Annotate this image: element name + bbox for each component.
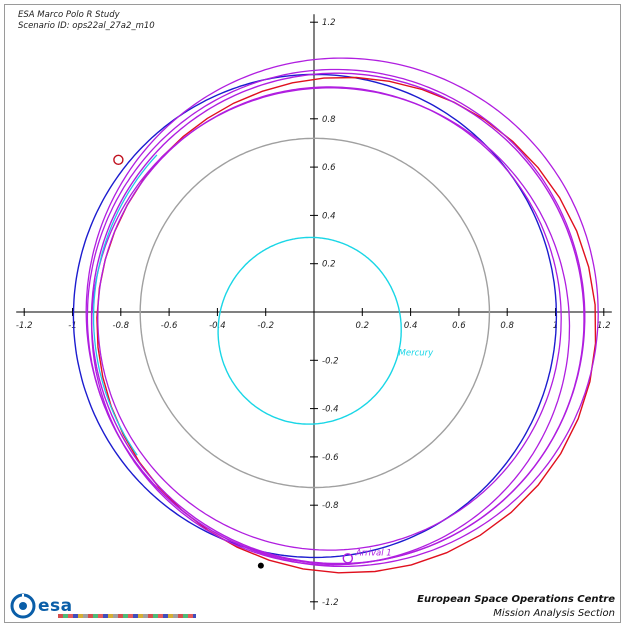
y-tick-label: 0.8 — [322, 115, 336, 125]
footer-organization: European Space Operations Centre — [417, 594, 615, 605]
spacecraft-trajectory-loop — [97, 86, 562, 551]
y-tick-label: -0.2 — [322, 356, 339, 366]
mercury-label: Mercury — [399, 348, 435, 358]
esa-logo: esa — [10, 593, 73, 619]
x-tick-label: -0.4 — [209, 321, 226, 331]
axes: -1.2 -1 -0.8 -0.6 -0.4 -0.2 0.2 0.4 0.6 0.8 1 1.21.… — [16, 14, 612, 610]
x-tick-label: 1.2 — [597, 321, 611, 331]
y-tick-label: -0.6 — [322, 453, 339, 463]
y-tick-label: 0.6 — [322, 163, 336, 173]
orbits: Mercury — [72, 57, 599, 574]
asteroid-orbit — [96, 76, 597, 574]
x-tick-label: 0.4 — [404, 321, 418, 331]
y-tick-label: 0.4 — [322, 211, 336, 221]
x-tick-label: -1 — [68, 321, 76, 331]
x-tick-label: -0.6 — [161, 321, 178, 331]
spacecraft-trajectory-loop — [85, 57, 599, 568]
plot-frame — [4, 4, 621, 623]
esa-logo-icon — [10, 593, 36, 619]
earth-position-marker — [257, 562, 264, 569]
arrival-marker-label: Arrival 1 — [355, 548, 392, 558]
x-tick-label: 0.2 — [356, 321, 370, 331]
x-tick-label: 0.8 — [500, 321, 514, 331]
esa-logo-text: esa — [38, 596, 73, 616]
y-tick-label: -1.2 — [322, 598, 339, 608]
footer-department: Mission Analysis Section — [493, 608, 615, 619]
x-tick-label: -1.2 — [16, 321, 33, 331]
member-flags-strip — [58, 614, 196, 618]
x-tick-label: -0.8 — [113, 321, 130, 331]
y-tick-label: 1.2 — [322, 18, 336, 28]
venus-orbit — [139, 137, 491, 489]
x-tick-label: -0.2 — [257, 321, 274, 331]
asteroid-departure-marker — [113, 154, 124, 166]
markers: Arrival 1 — [113, 154, 392, 569]
y-tick-label: -0.4 — [322, 405, 339, 415]
y-tick-label: -0.8 — [322, 501, 339, 511]
x-tick-label: 0.6 — [452, 321, 466, 331]
mercury-orbit — [217, 236, 402, 425]
y-tick-label: 0.2 — [322, 260, 336, 270]
spacecraft-cyan-arc — [92, 154, 158, 456]
header-study-title: ESA Marco Polo R Study — [18, 10, 120, 20]
header-scenario-id: Scenario ID: ops22al_27a2_m10 — [18, 21, 155, 31]
spacecraft-orbit — [90, 72, 585, 565]
arrival-marker — [342, 553, 354, 564]
